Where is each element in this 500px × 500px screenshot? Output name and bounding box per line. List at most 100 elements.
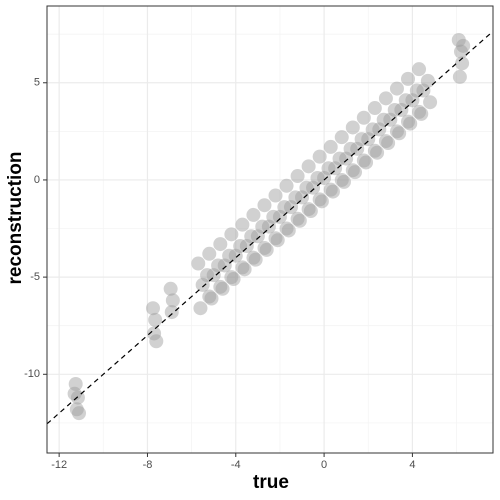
point — [268, 188, 283, 203]
x-tick-label: -12 — [51, 459, 67, 471]
x-tick-label: -4 — [231, 459, 241, 471]
point — [250, 229, 265, 244]
point — [281, 223, 296, 238]
point — [248, 252, 263, 267]
point — [451, 33, 466, 48]
point — [257, 198, 272, 213]
point — [224, 270, 239, 285]
point — [239, 239, 254, 254]
point — [405, 93, 420, 108]
point — [270, 233, 285, 248]
point — [378, 134, 393, 149]
y-tick-label: 0 — [34, 174, 40, 186]
point — [290, 211, 305, 226]
point — [277, 200, 292, 215]
point — [403, 116, 418, 131]
point — [378, 91, 393, 106]
y-axis-title: reconstruction — [5, 151, 26, 284]
identity-line — [46, 30, 494, 425]
point — [389, 81, 404, 96]
point — [217, 258, 232, 273]
point — [376, 112, 391, 127]
point — [334, 172, 349, 187]
point — [365, 122, 380, 137]
point — [339, 151, 354, 166]
point — [206, 268, 221, 283]
point — [246, 207, 261, 222]
point — [354, 132, 369, 147]
point — [235, 260, 250, 275]
point — [414, 106, 429, 121]
point — [279, 221, 294, 236]
point — [372, 122, 387, 137]
y-tick-label: 5 — [34, 77, 40, 89]
point — [233, 239, 248, 254]
point — [328, 161, 343, 176]
point — [301, 159, 316, 174]
point — [246, 250, 261, 265]
point — [165, 293, 180, 308]
point — [213, 279, 228, 294]
point — [312, 149, 327, 164]
point — [268, 231, 283, 246]
point — [191, 256, 206, 271]
point — [409, 83, 424, 98]
point — [392, 126, 407, 141]
point — [266, 209, 281, 224]
point — [193, 301, 208, 316]
point — [356, 110, 371, 125]
point — [200, 268, 215, 283]
points — [67, 33, 471, 421]
point — [400, 71, 415, 86]
point — [237, 262, 252, 277]
point — [345, 163, 360, 178]
point — [412, 62, 427, 77]
point — [348, 165, 363, 180]
point — [455, 56, 470, 71]
point — [321, 161, 336, 176]
point — [292, 213, 307, 228]
point — [359, 155, 374, 170]
point — [257, 240, 272, 255]
point — [456, 38, 471, 53]
point — [149, 334, 164, 349]
y-tick-label: -5 — [30, 271, 40, 283]
point — [299, 180, 314, 195]
point — [323, 182, 338, 197]
point — [255, 219, 270, 234]
point — [226, 272, 241, 287]
point — [394, 102, 409, 117]
point — [244, 229, 259, 244]
point — [370, 145, 385, 160]
point — [400, 114, 415, 129]
point — [295, 190, 310, 205]
point — [303, 204, 318, 219]
point — [147, 326, 162, 341]
x-tick-label: 0 — [321, 459, 327, 471]
point — [283, 200, 298, 215]
point — [325, 184, 340, 199]
point — [163, 281, 178, 296]
point — [350, 141, 365, 156]
point — [228, 248, 243, 263]
point — [381, 136, 396, 151]
point — [215, 281, 230, 296]
point — [195, 277, 210, 292]
point — [301, 202, 316, 217]
point — [412, 104, 427, 119]
point — [288, 190, 303, 205]
point — [345, 120, 360, 135]
x-tick-label: -8 — [143, 459, 153, 471]
point — [310, 170, 325, 185]
point — [343, 141, 358, 156]
point — [452, 69, 467, 84]
point — [69, 402, 84, 417]
point — [279, 178, 294, 193]
point — [398, 93, 413, 108]
point — [202, 289, 217, 304]
plot-border — [46, 5, 494, 454]
point — [204, 291, 219, 306]
point — [361, 132, 376, 147]
point — [68, 377, 83, 392]
